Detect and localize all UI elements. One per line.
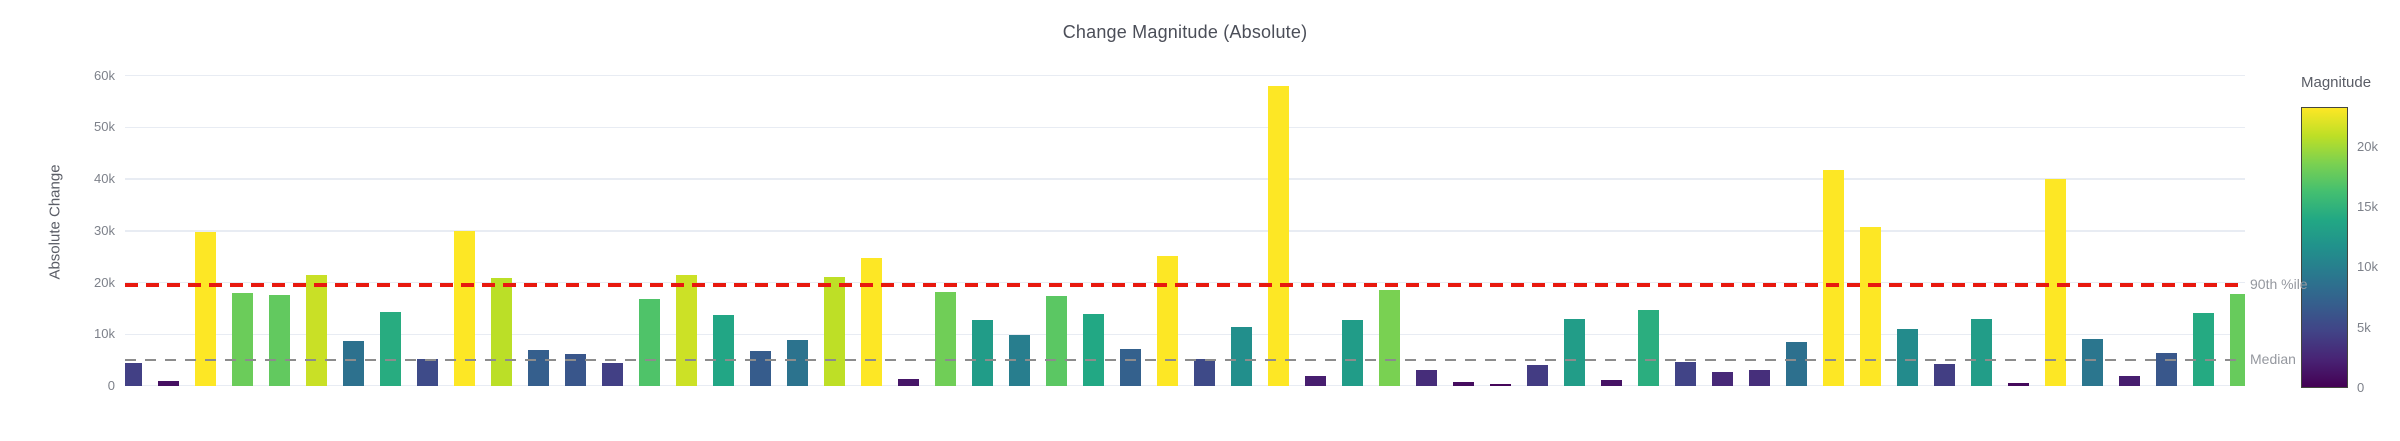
bar[interactable] [2229, 293, 2245, 386]
median-label: Median [2250, 350, 2296, 367]
bar[interactable] [1785, 341, 1807, 386]
bar[interactable] [1748, 369, 1770, 386]
bar[interactable] [1452, 381, 1474, 386]
bar[interactable] [2155, 353, 2177, 386]
bar[interactable] [2007, 382, 2029, 386]
bar[interactable] [1600, 379, 1622, 386]
bar[interactable] [1970, 319, 1992, 386]
gridline [125, 178, 2245, 180]
y-tick-label: 50k [94, 119, 115, 135]
percentile-label: 90th %ile [2250, 276, 2308, 293]
bar[interactable] [1526, 364, 1548, 386]
bar[interactable] [2081, 338, 2103, 386]
bar[interactable] [125, 363, 142, 386]
gridline [125, 385, 2245, 386]
y-tick-label: 30k [94, 222, 115, 238]
gridline [125, 230, 2245, 232]
bar[interactable] [1045, 296, 1067, 386]
bar[interactable] [1896, 328, 1918, 386]
bar[interactable] [1230, 326, 1252, 386]
bar[interactable] [1822, 170, 1844, 386]
bar[interactable] [1489, 383, 1511, 386]
bar[interactable] [934, 291, 956, 386]
median-line [125, 358, 2245, 361]
bar[interactable] [601, 363, 623, 386]
bar[interactable] [1341, 319, 1363, 386]
bar[interactable] [1563, 319, 1585, 386]
y-tick-label: 0 [107, 378, 115, 393]
bar[interactable] [638, 299, 660, 386]
bar[interactable] [1193, 359, 1215, 386]
y-tick-label: 40k [94, 171, 115, 187]
bar[interactable] [2044, 178, 2066, 386]
y-tick-label: 60k [94, 67, 115, 83]
colorbar [2301, 107, 2348, 388]
bar[interactable] [490, 277, 512, 386]
bar[interactable] [527, 349, 549, 386]
bar[interactable] [786, 339, 808, 386]
bar[interactable] [897, 378, 919, 386]
bar[interactable] [712, 314, 734, 386]
bar[interactable] [194, 231, 216, 386]
bar[interactable] [231, 292, 253, 386]
bar[interactable] [2192, 312, 2214, 386]
colorbar-tick-label: 15k [2357, 199, 2378, 215]
bar[interactable] [1674, 361, 1696, 386]
bar[interactable] [1711, 372, 1733, 386]
bar[interactable] [675, 274, 697, 386]
colorbar-tick-label: 5k [2357, 319, 2371, 335]
bar[interactable] [971, 319, 993, 386]
gridline [125, 333, 2245, 335]
bar[interactable] [1082, 313, 1104, 386]
y-tick-label: 10k [94, 326, 115, 342]
bar[interactable] [1304, 376, 1326, 386]
bar[interactable] [416, 358, 438, 386]
gridline [125, 281, 2245, 284]
y-tick-label: 20k [94, 274, 115, 290]
bar[interactable] [860, 257, 882, 386]
bar[interactable] [749, 351, 771, 386]
bar[interactable] [1933, 364, 1955, 386]
bar[interactable] [823, 277, 845, 386]
bar[interactable] [1637, 310, 1659, 386]
bar[interactable] [2118, 376, 2140, 386]
bar[interactable] [453, 231, 475, 386]
colorbar-tick-label: 0 [2357, 380, 2365, 395]
colorbar-tick-label: 20k [2357, 138, 2378, 154]
colorbar-tick-label: 10k [2357, 259, 2378, 275]
bar[interactable] [1378, 289, 1400, 386]
bar[interactable] [305, 275, 327, 386]
percentile-line [125, 283, 2245, 288]
bar[interactable] [157, 380, 179, 386]
bar[interactable] [1119, 348, 1141, 386]
plot-area [125, 58, 2245, 386]
bar[interactable] [564, 353, 586, 386]
bar[interactable] [268, 294, 290, 386]
bar[interactable] [342, 340, 364, 386]
gridline [125, 74, 2245, 77]
bar[interactable] [1415, 370, 1437, 386]
colorbar-title: Magnitude [2301, 74, 2372, 91]
bar[interactable] [1859, 226, 1881, 386]
chart-title: Change Magnitude (Absolute) [1062, 22, 1308, 42]
bar[interactable] [379, 311, 401, 386]
gridline [125, 126, 2245, 129]
bar[interactable] [1267, 86, 1289, 386]
bar[interactable] [1156, 255, 1178, 386]
